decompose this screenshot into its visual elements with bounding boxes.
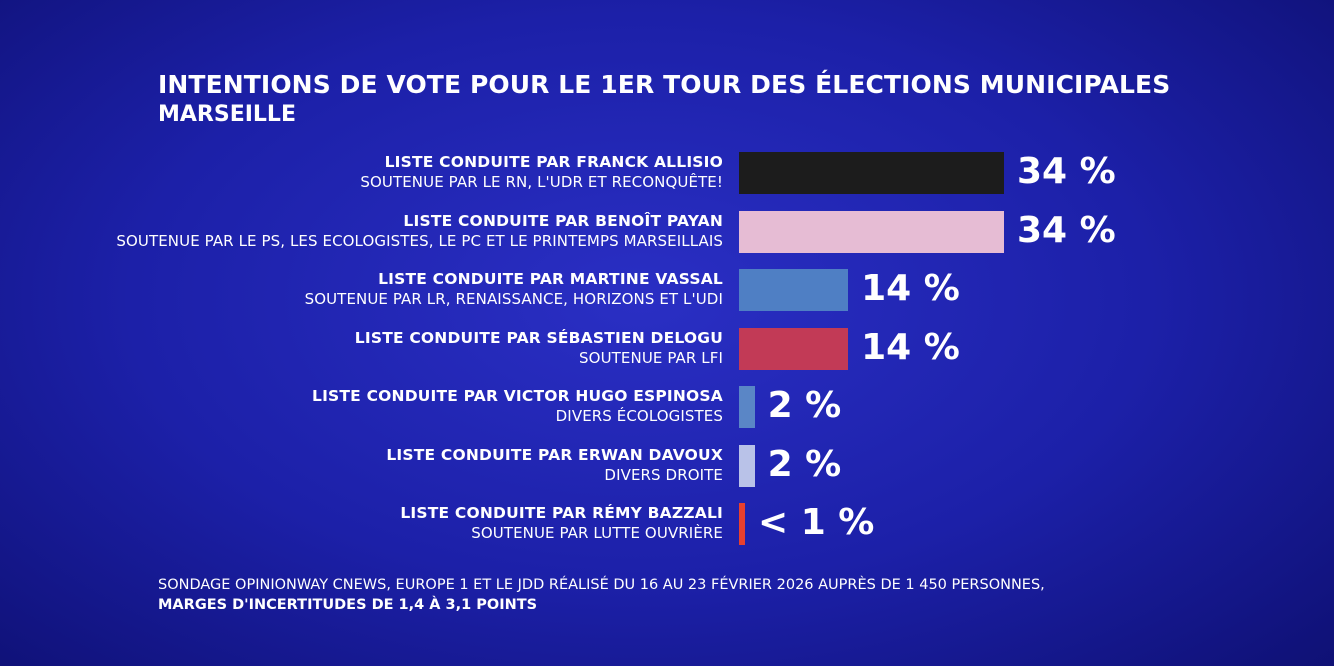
- chart-title: INTENTIONS DE VOTE POUR LE 1ER TOUR DES …: [158, 70, 1171, 99]
- bar-category-label: LISTE CONDUITE PAR SÉBASTIEN DELOGU SOUTE…: [355, 328, 723, 369]
- bar: [739, 210, 1004, 253]
- bar-category-label: LISTE CONDUITE PAR ERWAN DAVOUX DIVERS DR…: [386, 445, 723, 486]
- bar-value-label: 34 %: [1017, 209, 1116, 251]
- bar-value-label: < 1 %: [758, 502, 875, 543]
- list-leader-label: LISTE CONDUITE PAR ERWAN DAVOUX: [386, 445, 723, 464]
- list-leader-label: LISTE CONDUITE PAR FRANCK ALLISIO: [384, 153, 723, 171]
- bar-row: LISTE CONDUITE PAR MARTINE VASSAL SOUTENU…: [0, 268, 1334, 311]
- list-support-label: SOUTENUE PAR LE PS, LES ECOLOGISTES, LE …: [116, 231, 723, 250]
- list-support-label: SOUTENUE PAR LE RN, L'UDR ET RECONQUÊTE!: [360, 173, 723, 191]
- chart-subtitle: MARSEILLE: [158, 102, 296, 127]
- list-support-label: DIVERS ÉCOLOGISTES: [555, 407, 723, 425]
- list-support-label: DIVERS DROITE: [604, 465, 723, 484]
- poll-source-note: SONDAGE OPINIONWAY CNEWS, EUROPE 1 ET LE…: [158, 575, 1045, 615]
- source-line: SONDAGE OPINIONWAY CNEWS, EUROPE 1 ET LE…: [158, 577, 1045, 593]
- bar-row: LISTE CONDUITE PAR RÉMY BAZZALI SOUTENUE …: [0, 502, 1334, 545]
- bar: [739, 503, 745, 545]
- bar-row: LISTE CONDUITE PAR SÉBASTIEN DELOGU SOUTE…: [0, 326, 1334, 370]
- bar-category-label: LISTE CONDUITE PAR MARTINE VASSAL SOUTENU…: [305, 269, 723, 310]
- list-leader-label: LISTE CONDUITE PAR VICTOR HUGO ESPINOSA: [312, 387, 723, 405]
- list-support-label: SOUTENUE PAR LR, RENAISSANCE, HORIZONS E…: [304, 290, 723, 308]
- list-support-label: SOUTENUE PAR LUTTE OUVRIÈRE: [471, 524, 723, 542]
- bar-category-label: LISTE CONDUITE PAR VICTOR HUGO ESPINOSA D…: [312, 386, 723, 427]
- margin-of-error-line: MARGES D'INCERTITUDES DE 1,4 À 3,1 POINT…: [158, 597, 538, 613]
- bar: [739, 444, 755, 487]
- chart-header: INTENTIONS DE VOTE POUR LE 1ER TOUR DES …: [158, 70, 1170, 128]
- bar: [739, 327, 849, 370]
- list-leader-label: LISTE CONDUITE PAR RÉMY BAZZALI: [400, 504, 723, 522]
- bar-category-label: LISTE CONDUITE PAR FRANCK ALLISIO SOUTENU…: [360, 152, 723, 193]
- bar-row: LISTE CONDUITE PAR FRANCK ALLISIO SOUTENU…: [0, 151, 1334, 194]
- list-support-label: SOUTENUE PAR LFI: [579, 348, 723, 367]
- bar-value-label: 14 %: [861, 268, 960, 309]
- bar: [739, 152, 1004, 194]
- bar-row: LISTE CONDUITE PAR BENOÎT PAYAN SOUTENUE …: [0, 209, 1334, 253]
- bar-value-label: 2 %: [767, 385, 842, 426]
- bar-value-label: 2 %: [767, 443, 842, 485]
- bar: [739, 386, 755, 428]
- bar-value-label: 34 %: [1017, 151, 1116, 192]
- bar-value-label: 14 %: [861, 326, 960, 368]
- list-leader-label: LISTE CONDUITE PAR SÉBASTIEN DELOGU: [354, 328, 723, 347]
- list-leader-label: LISTE CONDUITE PAR BENOÎT PAYAN: [403, 211, 723, 230]
- bar-category-label: LISTE CONDUITE PAR BENOÎT PAYAN SOUTENUE …: [116, 211, 723, 252]
- list-leader-label: LISTE CONDUITE PAR MARTINE VASSAL: [378, 270, 723, 288]
- bar: [739, 269, 849, 311]
- bar-row: LISTE CONDUITE PAR VICTOR HUGO ESPINOSA D…: [0, 385, 1334, 428]
- bar-row: LISTE CONDUITE PAR ERWAN DAVOUX DIVERS DR…: [0, 443, 1334, 487]
- bar-category-label: LISTE CONDUITE PAR RÉMY BAZZALI SOUTENUE …: [400, 503, 723, 544]
